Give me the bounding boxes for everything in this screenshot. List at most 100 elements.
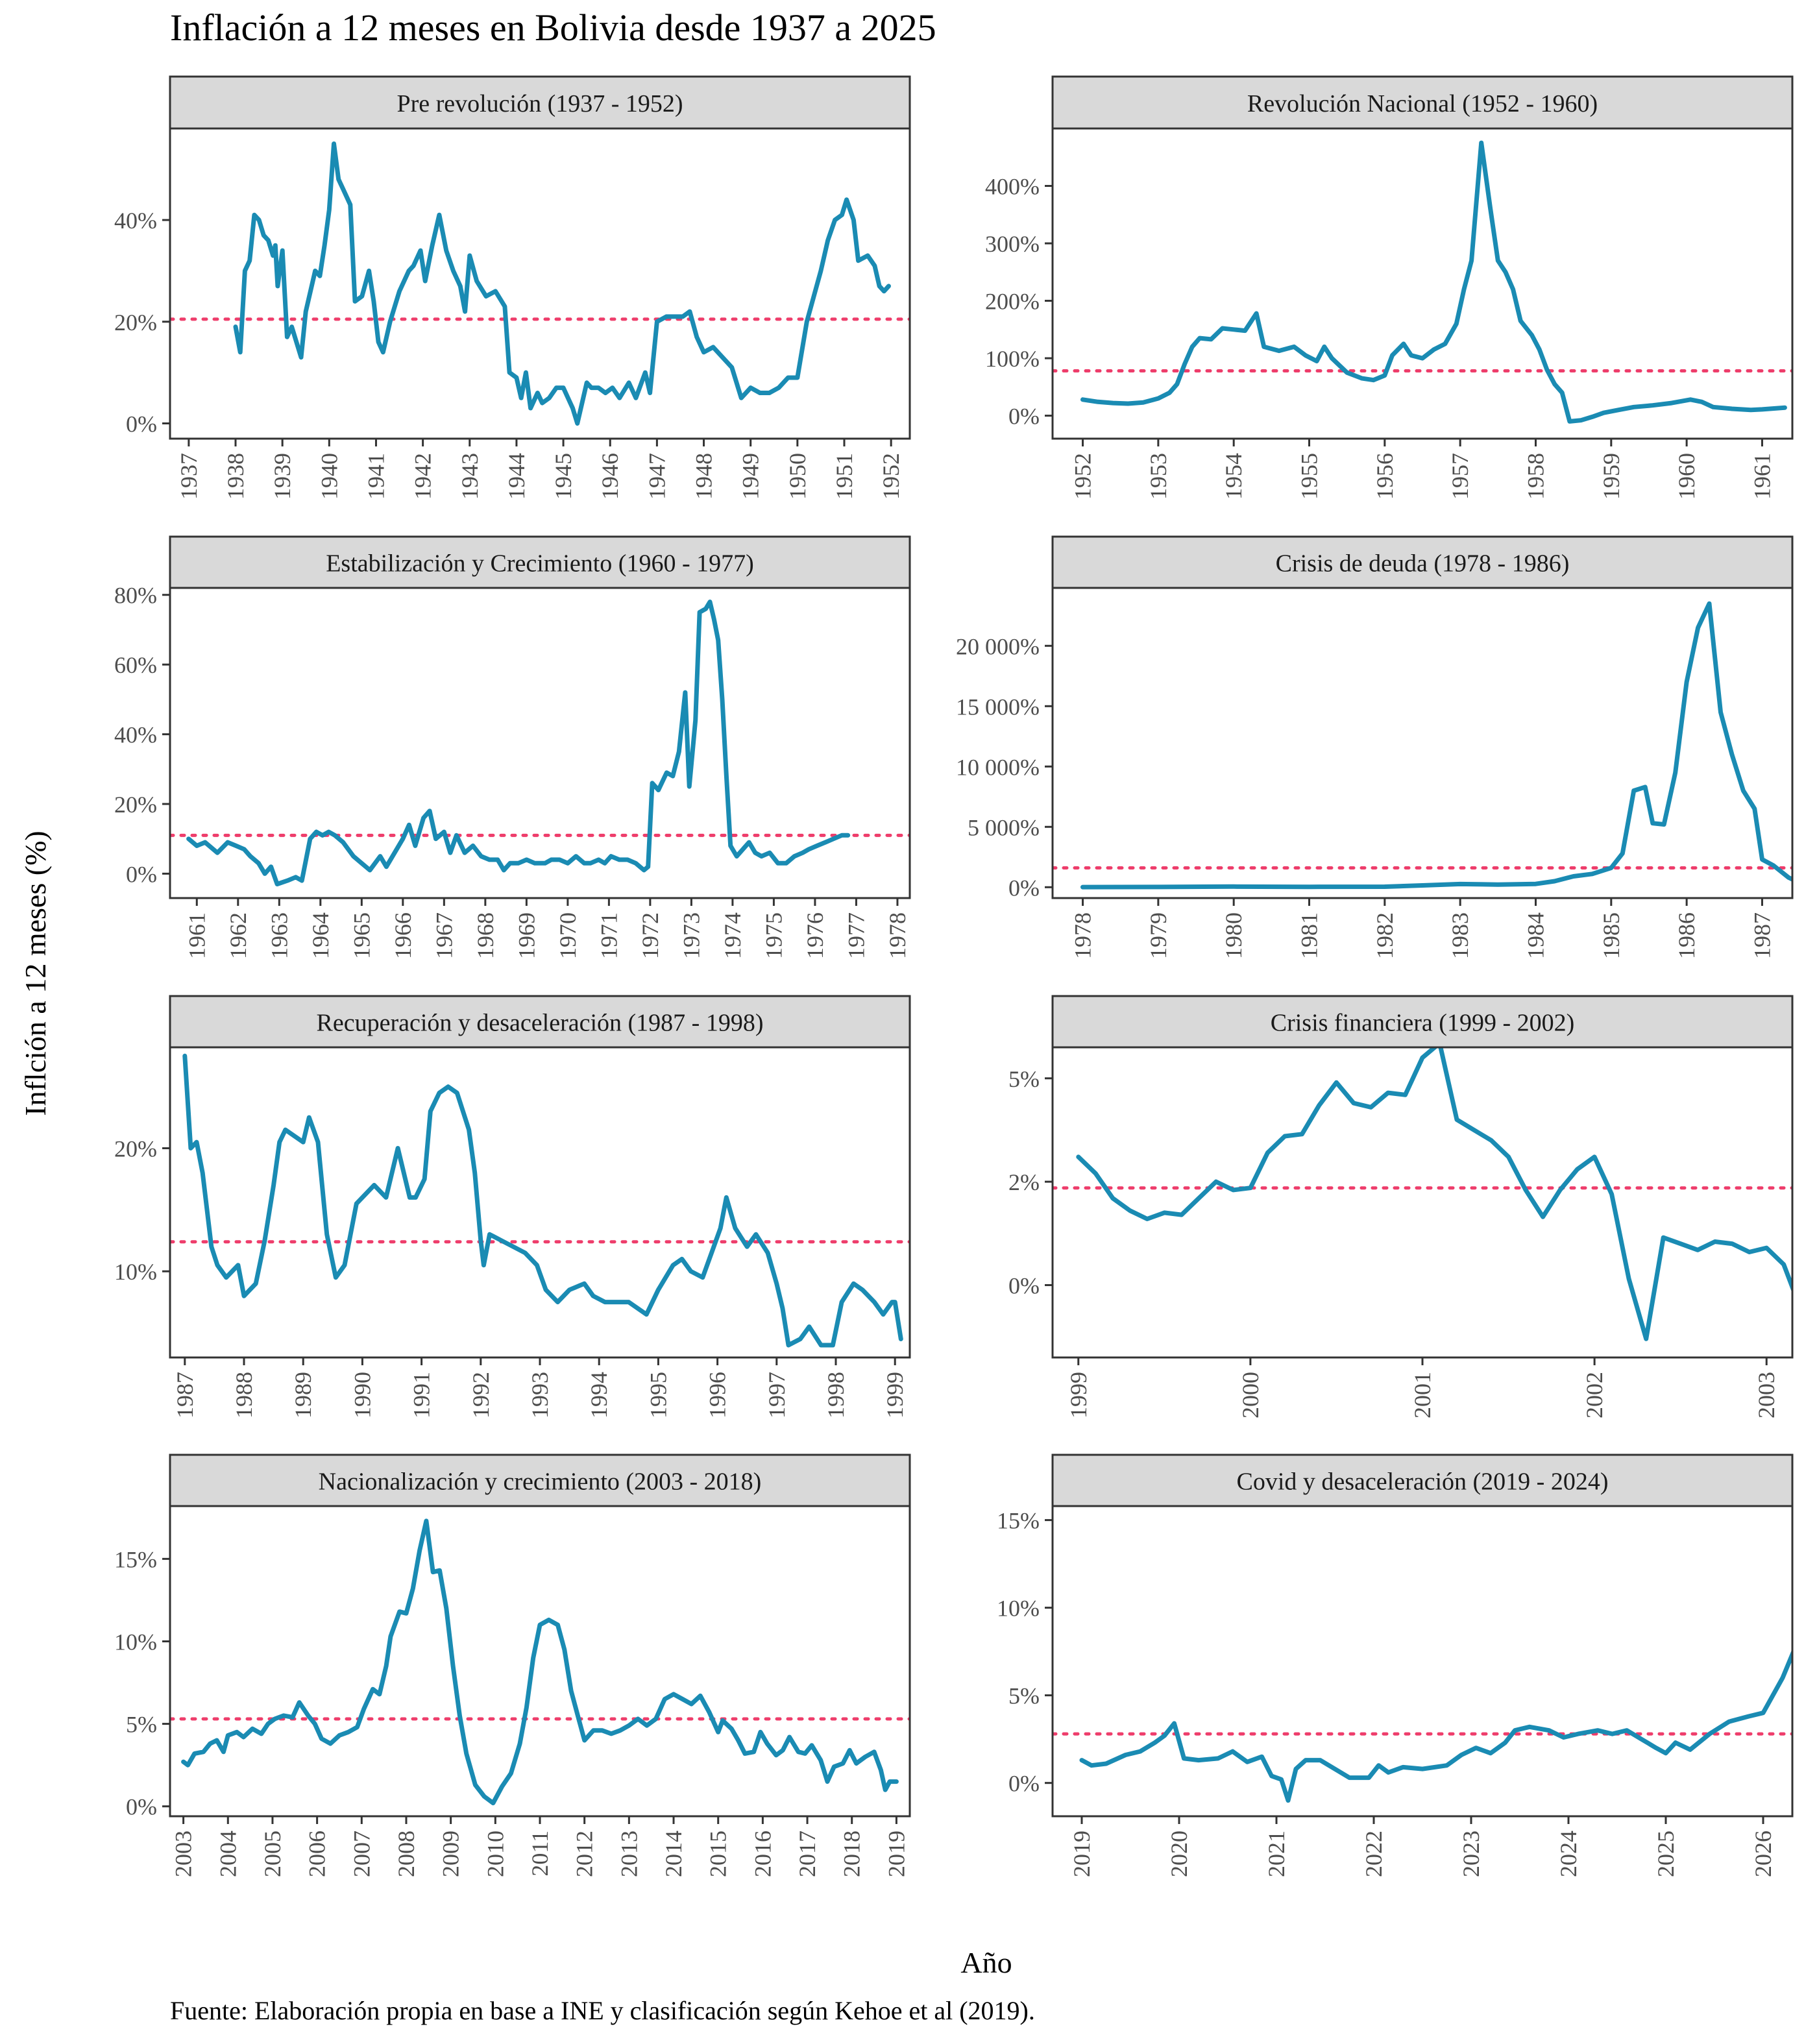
x-tick-label: 1937 xyxy=(176,453,202,500)
facet-strip xyxy=(169,1454,911,1507)
x-tick-label: 1969 xyxy=(513,912,539,959)
x-tick-label: 1980 xyxy=(1221,912,1247,959)
x-tick-label: 1975 xyxy=(761,912,787,959)
x-tick-label: 1941 xyxy=(363,453,389,500)
facet-panel: Pre revolución (1937 - 1952) 0% 20% 40% 1937… xyxy=(114,75,911,500)
y-tick-label: 15% xyxy=(114,1546,157,1572)
x-tick-label: 1978 xyxy=(1070,912,1096,959)
x-tick-label: 1976 xyxy=(802,912,828,959)
y-tick-label: 20% xyxy=(114,1136,157,1162)
facet-panel: Covid y desaceleración (2019 - 2024) 0% 5%… xyxy=(997,1454,1794,1877)
facet-strip xyxy=(169,535,911,589)
y-tick-label: 20% xyxy=(114,310,157,335)
x-tick-label: 2015 xyxy=(705,1831,731,1877)
x-tick-label: 2018 xyxy=(839,1831,865,1877)
x-tick-label: 2009 xyxy=(438,1831,464,1877)
x-tick-label: 1970 xyxy=(555,912,581,959)
x-tick-label: 2026 xyxy=(1750,1831,1776,1877)
x-tick-label: 1987 xyxy=(1749,912,1775,959)
y-tick-label: 10% xyxy=(114,1259,157,1285)
x-tick-label: 1995 xyxy=(645,1372,671,1418)
x-tick-label: 1981 xyxy=(1297,912,1323,959)
panel-frame xyxy=(1051,587,1794,899)
chart-title: Inflación a 12 meses en Bolivia desde 19… xyxy=(170,6,936,49)
facet-strip xyxy=(1051,535,1794,589)
x-tick-label: 1956 xyxy=(1372,453,1398,500)
facet-strip xyxy=(1051,1454,1794,1507)
facet-panel: Recuperación y desaceleración (1987 - 19… xyxy=(114,995,911,1418)
x-tick-label: 1946 xyxy=(597,453,623,500)
x-tick-label: 1947 xyxy=(644,453,670,500)
x-tick-label: 1985 xyxy=(1598,912,1624,959)
y-tick-label: 20% xyxy=(114,792,157,818)
x-tick-label: 1954 xyxy=(1221,453,1247,500)
y-tick-label: 15 000% xyxy=(956,694,1040,720)
x-tick-label: 1951 xyxy=(831,453,857,500)
x-tick-label: 2019 xyxy=(1069,1831,1095,1877)
facet-title: Crisis de deuda (1978 - 1986) xyxy=(1276,550,1570,578)
facet-title: Nacionalización y crecimiento (2003 - 20… xyxy=(319,1468,762,1496)
x-tick-label: 2023 xyxy=(1458,1831,1484,1877)
y-tick-label: 20 000% xyxy=(956,633,1040,659)
x-tick-label: 2006 xyxy=(304,1831,330,1877)
x-tick-label: 1983 xyxy=(1447,912,1473,959)
y-tick-label: 200% xyxy=(985,289,1040,315)
x-tick-label: 1984 xyxy=(1522,912,1548,959)
x-tick-label: 2002 xyxy=(1581,1372,1607,1418)
x-tick-label: 1999 xyxy=(1066,1372,1091,1418)
x-tick-label: 2005 xyxy=(260,1831,286,1877)
facet-title: Recuperación y desaceleración (1987 - 19… xyxy=(317,1010,764,1037)
x-tick-label: 1989 xyxy=(290,1372,316,1418)
y-tick-label: 10% xyxy=(114,1629,157,1655)
x-tick-label: 1949 xyxy=(738,453,764,500)
inflation-series-line xyxy=(186,600,851,886)
x-tick-label: 1979 xyxy=(1145,912,1171,959)
x-tick-label: 1967 xyxy=(431,912,457,959)
y-tick-label: 2% xyxy=(1008,1169,1040,1195)
x-tick-label: 1982 xyxy=(1372,912,1398,959)
facet-title: Covid y desaceleración (2019 - 2024) xyxy=(1237,1468,1609,1496)
x-tick-label: 2004 xyxy=(215,1831,241,1877)
x-tick-label: 2024 xyxy=(1555,1831,1581,1877)
y-tick-label: 80% xyxy=(114,583,157,609)
x-tick-label: 2020 xyxy=(1166,1831,1192,1877)
inflation-series-line xyxy=(1079,1648,1792,1803)
x-tick-label: 1978 xyxy=(884,912,910,959)
x-tick-label: 1957 xyxy=(1447,453,1473,500)
y-tick-label: 0% xyxy=(1008,875,1040,901)
x-tick-label: 2016 xyxy=(750,1831,775,1877)
y-tick-label: 0% xyxy=(126,861,157,887)
x-tick-label: 1990 xyxy=(349,1372,375,1418)
x-tick-label: 2022 xyxy=(1361,1831,1387,1877)
y-tick-label: 0% xyxy=(1008,1771,1040,1797)
y-tick-label: 10% xyxy=(997,1596,1040,1622)
x-tick-label: 2011 xyxy=(527,1831,553,1877)
x-tick-label: 1988 xyxy=(231,1372,257,1418)
x-tick-label: 2008 xyxy=(393,1831,419,1877)
y-tick-label: 15% xyxy=(997,1508,1040,1534)
inflation-series-line xyxy=(181,1518,899,1806)
x-tick-label: 1962 xyxy=(225,912,251,959)
x-tick-label: 1938 xyxy=(223,453,249,500)
y-tick-label: 40% xyxy=(114,722,157,748)
x-tick-label: 1960 xyxy=(1674,453,1700,500)
x-tick-label: 2019 xyxy=(883,1831,909,1877)
facet-panel: Revolución Nacional (1952 - 1960) 0% 100% 2… xyxy=(985,75,1794,500)
x-tick-label: 2013 xyxy=(616,1831,642,1877)
y-tick-label: 0% xyxy=(1008,404,1040,430)
y-tick-label: 5 000% xyxy=(968,814,1040,840)
y-tick-label: 0% xyxy=(126,1794,157,1820)
facet-panel: Nacionalización y crecimiento (2003 - 20… xyxy=(114,1454,911,1877)
x-tick-label: 2010 xyxy=(482,1831,508,1877)
inflation-series-line xyxy=(1080,601,1792,890)
y-tick-label: 100% xyxy=(985,346,1040,372)
inflation-series-line xyxy=(233,141,891,426)
x-tick-label: 1997 xyxy=(764,1372,790,1418)
inflation-series-line xyxy=(1076,1047,1792,1341)
x-tick-label: 1974 xyxy=(720,912,746,959)
x-tick-label: 1987 xyxy=(172,1372,198,1418)
y-tick-label: 40% xyxy=(114,208,157,234)
facet-panels: Pre revolución (1937 - 1952) 0% 20% 40% 1937… xyxy=(114,75,1794,1877)
facet-strip xyxy=(169,75,911,130)
